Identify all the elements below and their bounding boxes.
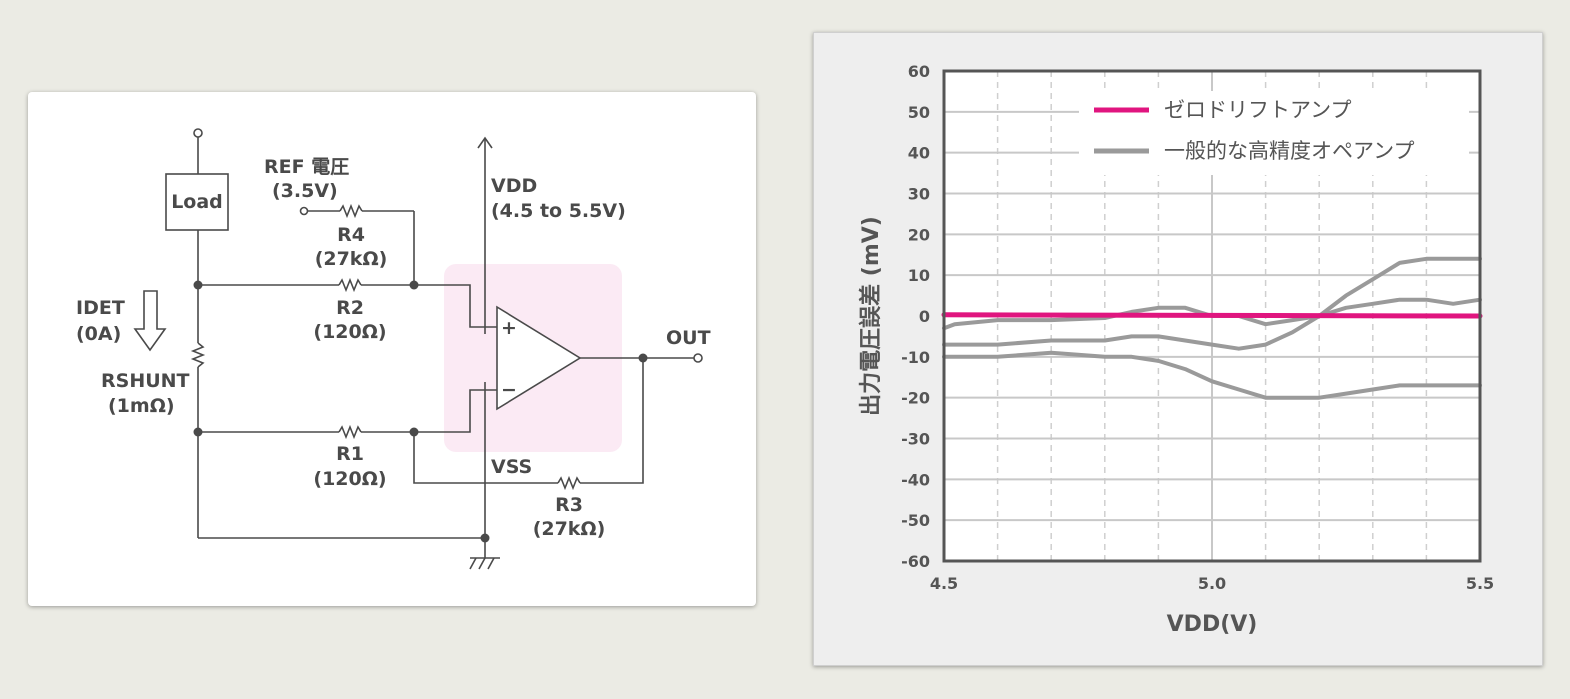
r2-value: (120Ω) [313,321,386,343]
x-tick-label: 4.5 [930,574,958,593]
wire-minus-input [414,389,497,433]
minus-sign: − [501,379,517,401]
r2-name: R2 [336,297,364,319]
legend-item-general: 一般的な高精度オペアンプ [1164,139,1415,163]
ref-terminal [299,206,309,216]
vdd-label: VDD [491,175,537,197]
series-line-zero-drift [941,312,1483,319]
ref-value: (3.5V) [272,180,338,202]
r1-value: (120Ω) [313,468,386,490]
load-box [165,173,229,231]
y-tick-label: 60 [908,62,930,81]
x-tick-label: 5.0 [1198,574,1226,593]
r3-resistor [557,475,581,491]
output-error-chart: 60 50 40 30 20 10 0 -10 -20 -30 -40 -50 -60 4.5 5.0 5.… [858,62,1494,637]
wire-plus-input [414,284,497,328]
legend-item-zero-drift: ゼロドリフトアンプ [1164,98,1352,122]
plus-sign: + [501,317,517,339]
ground-hatch [469,557,477,570]
rshunt-label: RSHUNT [101,370,190,392]
ref-label: REF 電圧 [264,156,349,178]
load-label: Load [171,191,223,213]
rshunt-value: (1mΩ) [108,395,175,417]
r2-resistor [338,277,362,293]
r4-resistor [339,203,363,219]
load-terminal [193,128,203,138]
legend-background [1079,91,1469,175]
wire-r3-right [580,358,644,484]
ground-hatch [487,557,495,570]
r1-name: R1 [336,443,364,465]
vss-label: VSS [491,456,532,478]
opamp-symbol [496,305,582,411]
y-tick-label: -30 [901,430,930,449]
series-line-general-3 [942,350,1482,400]
r3-value: (27kΩ) [533,518,606,540]
y-tick-label: 10 [908,266,930,285]
out-label: OUT [666,327,711,349]
circuit-diagram-panel: Load + − [28,92,756,606]
vdd-arrow-icon [477,136,493,149]
y-tick-label: 0 [919,307,930,326]
x-axis-label: VDD(V) [1167,612,1258,637]
vdd-value: (4.5 to 5.5V) [491,200,626,222]
ground-hatch [478,557,486,570]
chart-panel: 60 50 40 30 20 10 0 -10 -20 -30 -40 -50 -60 4.5 5.0 5.… [813,32,1543,666]
idet-label: IDET [76,297,125,319]
r4-name: R4 [337,224,365,246]
y-tick-label: -50 [901,511,930,530]
circuit-diagram: Load + − [76,128,711,570]
y-tick-label: -10 [901,348,930,367]
rshunt-resistor [190,342,206,368]
out-terminal [693,353,703,363]
idet-arrow-icon [133,290,167,352]
y-tick-label: 50 [908,103,930,122]
idet-value: (0A) [76,323,121,345]
x-tick-label: 5.5 [1466,574,1494,593]
r4-value: (27kΩ) [315,248,388,270]
y-axis-label: 出力電圧誤差 (mV) [858,216,884,416]
y-tick-label: 20 [908,225,930,244]
y-tick-label: -40 [901,470,930,489]
wire-r3-left [413,432,558,484]
r3-name: R3 [555,494,583,516]
y-tick-label: 30 [908,185,930,204]
series-line-general-2 [942,256,1482,351]
y-tick-label: -60 [901,552,930,571]
y-tick-label: 40 [908,144,930,163]
plot-frame [942,69,1482,563]
y-tick-label: -20 [901,389,930,408]
r1-resistor [338,424,362,440]
